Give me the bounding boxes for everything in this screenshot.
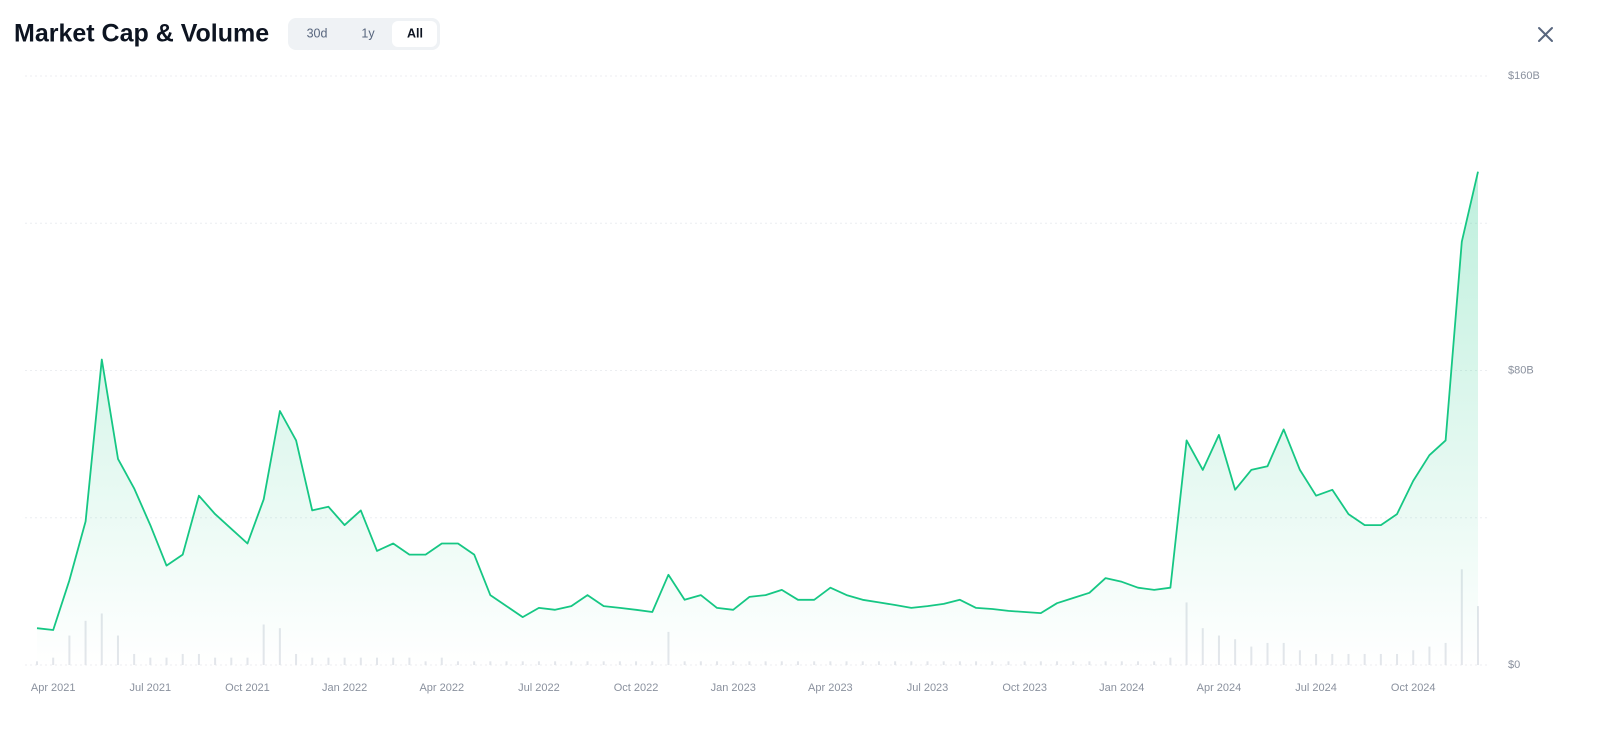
x-tick-label: Jul 2022: [518, 682, 560, 694]
x-tick-label: Apr 2024: [1197, 682, 1242, 694]
tab[interactable]: All: [407, 26, 423, 40]
y-tick-label: $160B: [1508, 70, 1540, 82]
x-tick-label: Oct 2023: [1002, 682, 1047, 694]
x-tick-label: Jul 2021: [130, 682, 172, 694]
x-tick-label: Apr 2022: [419, 682, 464, 694]
x-tick-label: Oct 2022: [614, 682, 659, 694]
x-tick-label: Oct 2024: [1391, 682, 1436, 694]
x-tick-label: Jul 2024: [1295, 682, 1337, 694]
area: [37, 171, 1478, 665]
x-tick-label: Apr 2023: [808, 682, 853, 694]
close-button[interactable]: [1538, 27, 1553, 42]
x-tick-label: Jan 2022: [322, 682, 367, 694]
y-tick-label: $0: [1508, 659, 1520, 671]
x-tick-label: Jan 2023: [711, 682, 756, 694]
y-tick-label: $80B: [1508, 364, 1534, 376]
tab[interactable]: 30d: [307, 26, 328, 40]
title: Market Cap & Volume: [14, 20, 269, 48]
x-tick-label: Oct 2021: [225, 682, 270, 694]
x-tick-label: Jan 2024: [1099, 682, 1144, 694]
tab[interactable]: 1y: [361, 26, 375, 40]
active-tab-bg: [392, 21, 437, 47]
x-tick-label: Apr 2021: [31, 682, 76, 694]
plot: $0 $80B $160B Apr 2021 Jul 2021 Oct 2021 Jan 2…: [25, 70, 1540, 694]
line: [36, 171, 1479, 631]
x-tick-label: Jul 2023: [907, 682, 949, 694]
